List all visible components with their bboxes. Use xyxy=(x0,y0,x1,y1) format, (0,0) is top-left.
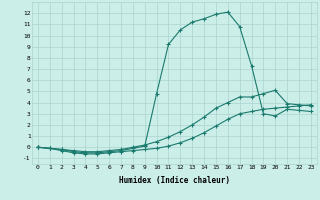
X-axis label: Humidex (Indice chaleur): Humidex (Indice chaleur) xyxy=(119,176,230,185)
